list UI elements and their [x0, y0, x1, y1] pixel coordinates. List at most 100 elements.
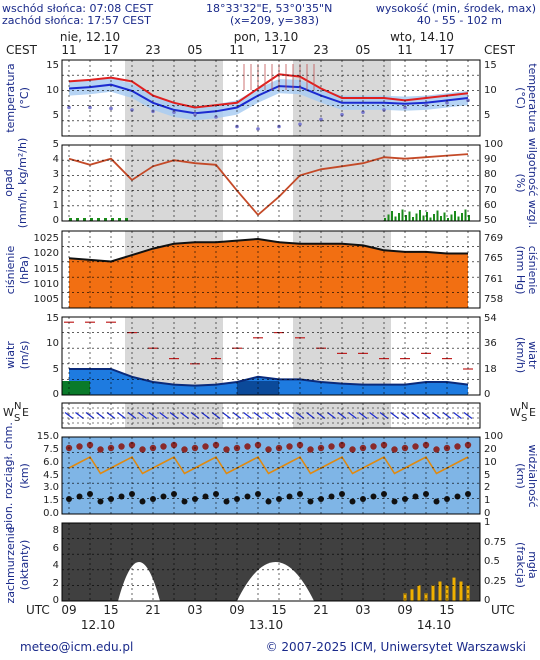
precip-label-left: opad	[2, 169, 15, 197]
precip-bar	[447, 218, 449, 221]
wind-unit-left: (m/s)	[18, 340, 31, 370]
visibility-tick-left: 0.0	[43, 508, 59, 519]
wind-direction-arrow	[96, 412, 105, 419]
cloudbase-unit-left: (km)	[18, 463, 31, 489]
top-hours-label: 23	[145, 43, 161, 57]
precip-bar	[415, 213, 418, 221]
panel-border-dir	[61, 402, 481, 429]
temperature-tick-left: 10	[46, 85, 59, 96]
visibility-tick-right: 100	[484, 431, 504, 442]
panel-border-prec	[61, 144, 481, 222]
wind-direction-arrow	[337, 412, 347, 419]
humidity-unit-right: (%)	[514, 173, 527, 193]
wind-direction-arrow	[75, 412, 84, 419]
visibility-dot	[307, 446, 314, 453]
cloudbase-dot	[370, 493, 377, 500]
night-band-prec-1	[293, 145, 391, 221]
cloudbase-dot	[160, 493, 167, 500]
precip-bar	[457, 216, 460, 221]
dewpoint-dot	[172, 110, 176, 115]
cloud-gap	[237, 562, 314, 601]
pressure-tick-left: 1010	[33, 278, 59, 290]
dewpoint-dot	[298, 122, 302, 126]
dewpoint-dot	[403, 105, 407, 110]
bottom-hours-label: 09	[397, 603, 413, 617]
temperature-unit-right: (°C)	[514, 87, 527, 109]
wind-direction-arrow	[264, 412, 273, 419]
visibility-dot	[244, 443, 251, 450]
precip-bar	[461, 213, 463, 221]
fog-label-right: mgła	[526, 551, 539, 579]
visibility-dot	[212, 441, 220, 449]
temperature-tick-left: 15	[46, 60, 59, 71]
wind-direction-arrow	[327, 412, 336, 419]
precipitation-tick-left: 5	[52, 139, 59, 150]
visibility-dot	[76, 443, 83, 450]
visibility-tick-right: 0	[484, 508, 491, 519]
fog-bar	[438, 581, 442, 601]
clouds-tick-left: 8	[52, 525, 59, 536]
wind-direction-arrow	[285, 412, 294, 419]
dewpoint-dot	[256, 127, 260, 131]
pressure-area	[69, 239, 468, 308]
wind-direction-arrow	[463, 412, 473, 419]
precip-bar	[90, 218, 93, 221]
visibility-dot	[265, 446, 272, 453]
visibility-tick-right: 1	[484, 495, 491, 507]
compass-right-n: N	[521, 401, 529, 412]
precip-bar	[111, 218, 114, 221]
dewpoint-dot	[445, 100, 449, 105]
visibility-dot	[454, 443, 461, 450]
cloudbase-dot	[202, 493, 209, 500]
precipitation-tick-right: 50	[484, 215, 497, 226]
wind-unit-right: (km/h)	[514, 336, 527, 374]
visibility-dot	[296, 441, 304, 449]
wind-direction-arrow	[390, 412, 399, 419]
fog-bar	[410, 589, 414, 601]
tz-left-top: CEST	[6, 43, 37, 57]
precip-bar	[76, 218, 79, 221]
wind-tick-right: 54	[484, 313, 497, 324]
wind-direction-arrow	[295, 412, 305, 419]
date-label-3: 14.10	[416, 618, 452, 632]
visibility-tick-left: 7.5	[43, 443, 59, 455]
cloudbase-dot	[328, 493, 335, 500]
temperature-tick-right: 10	[484, 85, 497, 96]
precip-bar	[384, 218, 386, 221]
bottom-hours-label: 21	[313, 603, 329, 617]
wind-tick-left: 5	[52, 363, 59, 375]
fog-bar	[417, 585, 421, 601]
visibility-tick-right: 20	[484, 443, 497, 455]
visibility-tick-left: 3.0	[43, 482, 59, 494]
precip-bar	[440, 216, 442, 221]
visibility-dot	[118, 443, 125, 450]
visibility-dot	[349, 446, 356, 453]
precipitation-tick-right: 80	[484, 169, 497, 181]
cloudbase-dot	[454, 493, 461, 500]
visibility-dot	[86, 441, 94, 449]
pressure-tick-left: 1025	[33, 233, 59, 244]
fog-bar	[459, 581, 463, 601]
sunset-text: zachód słońca: 17:57 CEST	[2, 14, 151, 27]
visibility-tick-right: 5	[484, 469, 491, 481]
wind-tick-left: 10	[46, 338, 59, 350]
temperature-spread	[69, 77, 468, 121]
visibility-dot	[422, 441, 430, 449]
bottom-hours-label: 09	[61, 603, 77, 617]
precip-bar	[454, 211, 456, 221]
clouds-tick-left: 0	[52, 595, 59, 606]
cloudbase-dot	[307, 498, 314, 505]
wind-direction-arrow	[159, 412, 168, 419]
precipitation-tick-right: 60	[484, 199, 497, 211]
visibility-dot	[223, 446, 230, 453]
top-hours-label: 17	[103, 43, 119, 57]
precipitation-tick-left: 0	[52, 215, 59, 226]
contact-email-link[interactable]: meteo@icm.edu.pl	[20, 640, 134, 654]
wind-label-right: wiatr	[526, 341, 539, 369]
wind-direction-arrow	[169, 412, 179, 419]
elevation-values: 40 - 55 - 102 m	[416, 14, 502, 27]
fog-bar	[431, 585, 435, 601]
copyright-text: © 2007-2025 ICM, Uniwersytet Warszawski	[265, 640, 526, 654]
compass-right-s: S	[521, 413, 528, 424]
compass-left-e: E	[22, 406, 29, 419]
